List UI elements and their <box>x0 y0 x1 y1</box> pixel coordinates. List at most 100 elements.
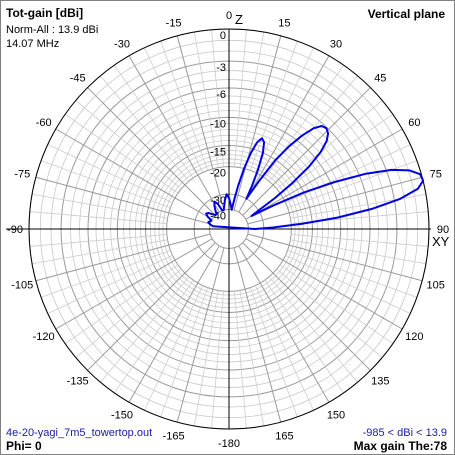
grid-spoke-minor <box>40 160 171 209</box>
angle-tick-label: -75 <box>14 169 30 181</box>
grid-spoke-minor <box>193 290 219 427</box>
grid-spoke <box>233 247 282 423</box>
angle-tick-label: 135 <box>371 375 389 387</box>
grid-spoke-minor <box>75 268 182 358</box>
grid-spoke <box>245 128 403 220</box>
grid-spoke-minor <box>75 100 182 190</box>
grid-spoke <box>55 128 213 220</box>
angle-tick-label: 15 <box>278 17 290 29</box>
frequency-label: 14.07 MHz <box>6 38 60 50</box>
grid-spoke-minor <box>279 113 394 194</box>
grid-spoke-minor <box>276 100 383 190</box>
radial-tick-label: -6 <box>216 89 226 101</box>
angle-tick-label: 45 <box>374 73 386 85</box>
grid-spoke-minor <box>264 64 345 179</box>
gain-pattern-trace <box>205 125 425 230</box>
angle-tick-label: -60 <box>36 117 52 129</box>
grid-spoke-minor <box>287 160 418 209</box>
grid-spoke-minor <box>279 264 394 345</box>
grid-spoke-minor <box>64 264 179 345</box>
grid-spoke-minor <box>144 285 204 411</box>
grid-spoke <box>35 233 211 282</box>
angle-tick-label: -135 <box>67 375 89 387</box>
grid-spoke-minor <box>100 75 190 182</box>
grid-spoke <box>87 242 216 371</box>
angle-tick-label: 75 <box>430 169 442 181</box>
grid-spoke-minor <box>234 291 247 429</box>
grid-spoke <box>176 247 225 423</box>
angle-tick-label: -165 <box>163 431 185 443</box>
axis-label-z: Z <box>235 12 243 27</box>
grid-spoke-minor <box>113 279 194 394</box>
grid-spoke <box>242 87 371 216</box>
grid-spoke-minor <box>249 40 298 171</box>
radial-tick-label: -20 <box>210 168 226 180</box>
axis-label-xy: XY <box>432 234 450 249</box>
angle-tick-label: 0 <box>226 10 232 22</box>
grid-spoke <box>242 242 371 371</box>
grid-spoke-minor <box>29 211 167 224</box>
grid-spoke-minor <box>291 234 429 247</box>
max-gain-label: Max gain The:78 <box>353 439 447 453</box>
gain-range-label: -985 < dBi < 13.9 <box>362 427 447 439</box>
grid-spoke <box>247 233 423 282</box>
angle-tick-label: 30 <box>330 39 342 51</box>
grid-spoke-minor <box>239 290 265 427</box>
grid-spoke-minor <box>285 254 411 314</box>
grid-spoke-minor <box>239 31 265 168</box>
angle-tick-label: -15 <box>166 17 182 29</box>
grid-spoke-minor <box>160 40 209 171</box>
grid-spoke-minor <box>193 31 219 168</box>
grid-spoke-minor <box>234 29 247 167</box>
angle-tick-label: 90 <box>437 224 449 236</box>
grid-spoke <box>238 245 330 403</box>
grid-spoke-minor <box>113 64 194 179</box>
grid-spoke-minor <box>264 279 345 394</box>
grid-spoke-minor <box>249 287 298 418</box>
radial-tick-label: -10 <box>210 118 226 130</box>
grid-spoke-minor <box>211 291 224 429</box>
grid-spoke <box>128 245 220 403</box>
grid-spoke-minor <box>211 29 224 167</box>
grid-spoke-minor <box>254 285 314 411</box>
normalization-label: Norm-All : 13.9 dBi <box>6 24 99 36</box>
grid-spoke-minor <box>287 249 418 298</box>
grid-spoke-minor <box>276 268 383 358</box>
grid-spoke-minor <box>285 144 411 204</box>
angle-tick-label: -180 <box>218 438 240 450</box>
angle-tick-label: -105 <box>11 279 33 291</box>
radial-tick-label: -3 <box>216 62 226 74</box>
grid-spoke <box>233 35 282 211</box>
grid-spoke <box>238 55 330 213</box>
plane-label: Vertical plane <box>367 7 445 21</box>
grid-spoke-minor <box>64 113 179 194</box>
grid-spoke-minor <box>268 276 358 383</box>
grid-spoke-minor <box>47 144 173 204</box>
grid-spoke <box>128 55 220 213</box>
angle-tick-label: 60 <box>408 117 420 129</box>
grid-spoke-minor <box>290 193 427 219</box>
angle-tick-label: 150 <box>327 409 345 421</box>
file-name-label: 4e-20-yagi_7m5_towertop.out <box>6 427 153 439</box>
grid-spoke <box>55 238 213 330</box>
grid-spoke-minor <box>144 47 204 173</box>
angle-tick-label: -150 <box>111 409 133 421</box>
grid-spoke-minor <box>100 276 190 383</box>
grid-spoke-minor <box>160 287 209 418</box>
angle-tick-label: -30 <box>114 39 130 51</box>
grid-spoke-minor <box>254 47 314 173</box>
angle-tick-label: -120 <box>33 331 55 343</box>
angle-tick-label: -45 <box>70 73 86 85</box>
grid-spoke <box>176 35 225 211</box>
grid-spoke-minor <box>31 193 168 219</box>
phi-label: Phi= 0 <box>6 439 42 453</box>
grid-spoke <box>87 87 216 216</box>
radial-tick-label: -40 <box>210 211 226 223</box>
angle-tick-label: 165 <box>275 431 293 443</box>
outer-ring <box>28 28 430 430</box>
grid-spoke-minor <box>47 254 173 314</box>
grid-spoke-minor <box>31 239 168 265</box>
grid-spoke <box>245 238 403 330</box>
